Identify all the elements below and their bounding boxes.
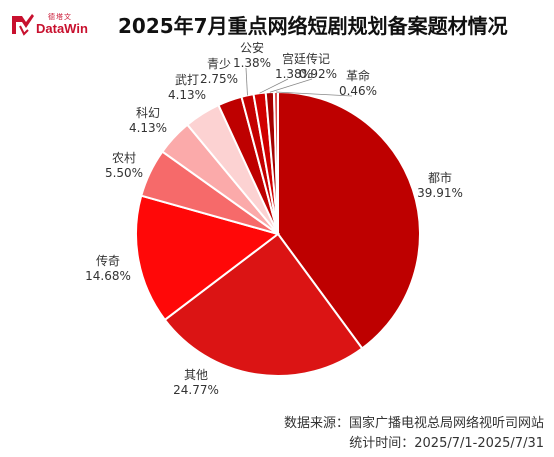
slice-percent-label: 4.13% bbox=[129, 121, 167, 135]
pie-slice-1 bbox=[277, 90, 421, 350]
slice-category-label: 农村 bbox=[112, 151, 136, 165]
datawin-logo: 德塔文 DataWin bbox=[10, 12, 110, 42]
slice-category-label: 传记 bbox=[306, 51, 330, 66]
slice-percent-label: 1.38% bbox=[233, 56, 271, 70]
slice-category-label: 青少 bbox=[207, 57, 231, 71]
slice-percent-label: 4.13% bbox=[168, 88, 206, 102]
slice-category-label: 宫廷 bbox=[282, 51, 306, 66]
slice-percent-label: 5.50% bbox=[105, 166, 143, 180]
slice-percent-label: 14.68% bbox=[85, 269, 131, 283]
chart-title: 2025年7月重点网络短剧规划备案题材情况 bbox=[118, 14, 508, 38]
slice-percent-label: 24.77% bbox=[173, 383, 219, 397]
pie-slices bbox=[135, 90, 421, 377]
logo-english-text: DataWin bbox=[36, 21, 88, 36]
leader-line-9 bbox=[259, 78, 289, 94]
slice-category-label: 科幻 bbox=[136, 106, 160, 120]
statistics-period-note: 统计时间：2025/7/1-2025/7/31 bbox=[349, 436, 544, 451]
slice-category-label: 武打 bbox=[175, 73, 199, 87]
slice-category-label: 革命 bbox=[346, 68, 370, 83]
logo-chinese-text: 德塔文 bbox=[48, 13, 72, 21]
slice-labels: 都市39.91%其他24.77%传奇14.68%农村5.50%科幻4.13%武打… bbox=[85, 40, 463, 397]
logo-mark-icon bbox=[12, 14, 34, 36]
slice-category-label: 都市 bbox=[428, 170, 452, 185]
slice-category-label: 公安 bbox=[240, 40, 264, 55]
pie-slice-3 bbox=[135, 194, 281, 322]
pie-slice-2 bbox=[163, 232, 364, 377]
slice-percent-label: 1.38% bbox=[275, 67, 313, 81]
slice-category-label: 传奇 bbox=[96, 253, 120, 268]
leader-line-11 bbox=[275, 91, 353, 97]
slice-percent-label: 39.91% bbox=[417, 186, 463, 200]
slice-category-label: 其他 bbox=[184, 368, 208, 382]
slice-percent-label: 0.92% bbox=[299, 67, 337, 81]
data-source-note: 数据来源：国家广播电视总局网络视听司网站 bbox=[283, 416, 544, 431]
leader-line-8 bbox=[245, 67, 248, 96]
slice-percent-label: 2.75% bbox=[200, 72, 238, 86]
slice-percent-label: 0.46% bbox=[339, 84, 377, 98]
leader-lines bbox=[245, 67, 353, 97]
leader-line-10 bbox=[269, 78, 313, 93]
